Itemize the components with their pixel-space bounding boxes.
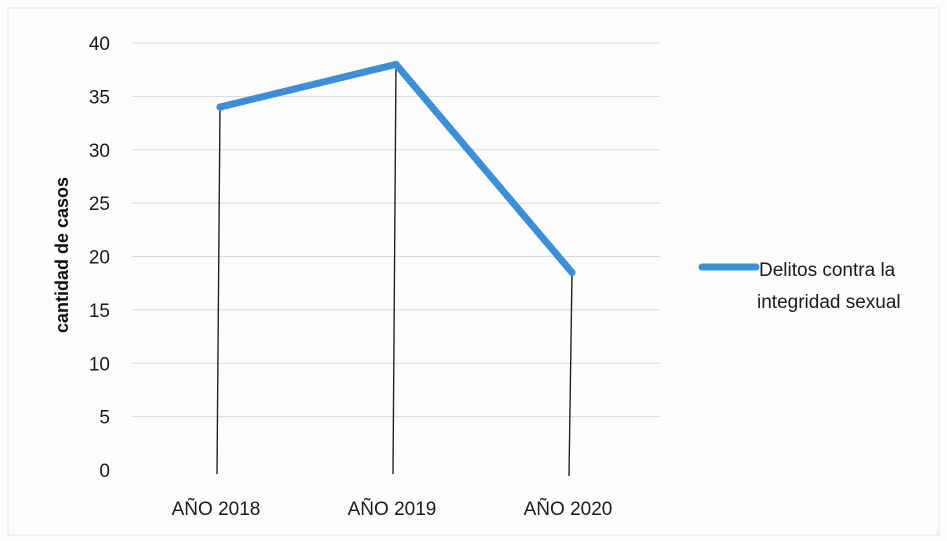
legend-series-label-line1: Delitos contra la [759, 260, 896, 281]
y-tick-label-0: 0 [99, 461, 110, 482]
data-point-2 [392, 60, 400, 68]
drop-lines [216, 64, 573, 477]
x-tick-label-2: AÑO 2019 [348, 498, 437, 520]
y-axis-ticks: 0 5 10 15 20 25 30 35 40 [89, 34, 110, 482]
x-tick-label-3: AÑO 2020 [524, 498, 613, 520]
y-tick-label-20: 20 [89, 248, 110, 269]
series-layer [216, 60, 576, 277]
legend-series-label-line2: integridad sexual [757, 292, 901, 313]
y-tick-label-25: 25 [89, 194, 110, 215]
y-tick-label-15: 15 [89, 301, 110, 322]
drop-line-1 [216, 107, 221, 475]
data-point-1 [216, 103, 224, 111]
y-tick-label-10: 10 [89, 354, 110, 375]
y-axis-title: cantidad de casos [52, 177, 72, 333]
chart-frame [7, 7, 940, 536]
legend: Delitos contra la integridad sexual [698, 260, 901, 313]
series-segment-2 [392, 60, 576, 277]
y-tick-label-40: 40 [89, 34, 110, 55]
y-tick-label-30: 30 [89, 141, 110, 162]
drop-line-3 [568, 272, 573, 477]
y-tick-label-5: 5 [99, 408, 110, 429]
data-point-3 [568, 269, 576, 277]
x-axis-ticks: AÑO 2018 AÑO 2019 AÑO 2020 [172, 498, 613, 520]
x-tick-label-1: AÑO 2018 [172, 498, 261, 520]
series-segment-1 [216, 60, 400, 111]
drop-line-2 [392, 64, 397, 475]
y-tick-label-35: 35 [89, 87, 110, 108]
